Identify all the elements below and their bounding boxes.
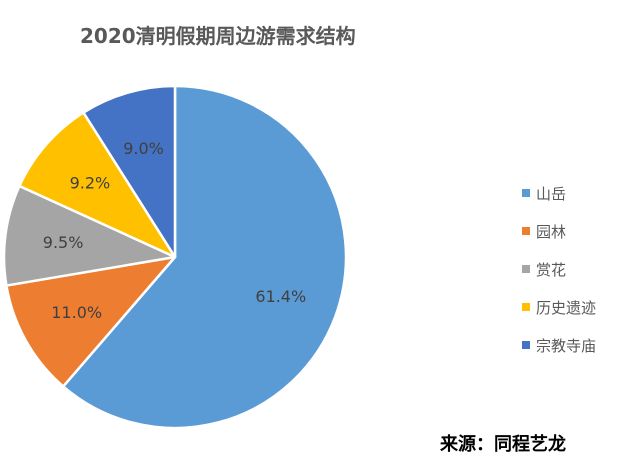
data-label-2: 9.5%: [43, 233, 84, 252]
pie-slice-0: [61, 84, 348, 430]
legend-swatch: [522, 189, 530, 197]
legend-swatch: [522, 265, 530, 273]
legend-label: 山岳: [536, 184, 567, 203]
pie-slice-2: [2, 184, 177, 287]
source-note: 来源：同程艺龙: [440, 434, 566, 455]
legend-label: 赏花: [536, 260, 567, 279]
legend-item-3: 历史遗迹: [522, 294, 596, 320]
data-label-0: 61.4%: [255, 287, 306, 306]
legend-item-4: 宗教寺庙: [522, 332, 596, 358]
data-label-4: 9.0%: [123, 139, 164, 158]
legend-label: 历史遗迹: [536, 298, 597, 317]
pie-slice-4: [82, 84, 177, 259]
legend-label: 宗教寺庙: [536, 336, 597, 355]
chart-title: 2020清明假期周边游需求结构: [80, 24, 356, 48]
legend-swatch: [522, 303, 530, 311]
legend-item-1: 园林: [522, 218, 596, 244]
legend-label: 园林: [536, 222, 567, 241]
legend: 山岳园林赏花历史遗迹宗教寺庙: [522, 180, 596, 370]
legend-item-0: 山岳: [522, 180, 596, 206]
pie-slice-3: [18, 111, 177, 259]
pie-slice-1: [5, 255, 177, 388]
data-label-3: 9.2%: [70, 173, 111, 192]
legend-swatch: [522, 227, 530, 235]
data-label-1: 11.0%: [51, 303, 102, 322]
legend-swatch: [522, 341, 530, 349]
legend-item-2: 赏花: [522, 256, 596, 282]
